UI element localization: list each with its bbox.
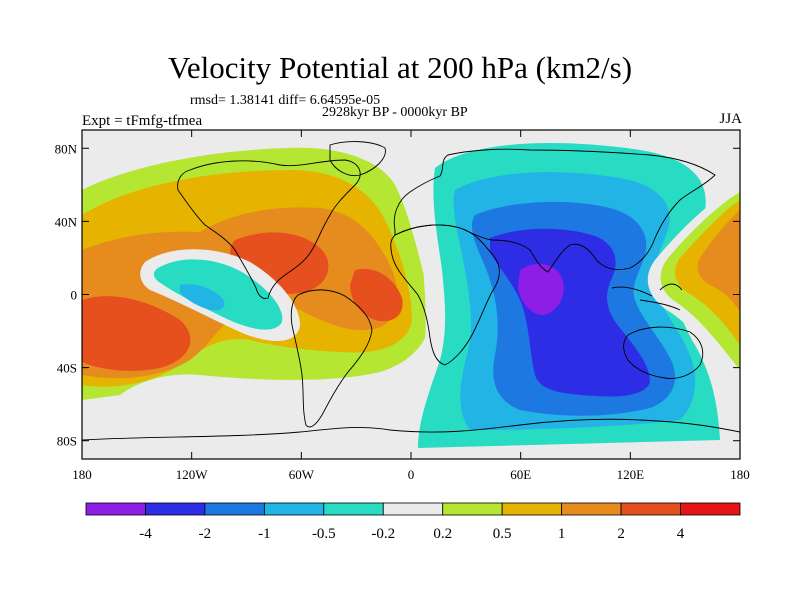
longitude-axis: 180 120W 60W 0 60E 120E 180 xyxy=(72,130,750,482)
coastline-antarctica xyxy=(82,418,740,441)
lon-tick-label: 120E xyxy=(617,467,645,482)
lon-tick-label: 180 xyxy=(730,467,750,482)
colorbar: -4 -2 -1 -0.5 -0.2 0.2 0.5 1 2 4 xyxy=(85,502,741,542)
contour-positive-strong xyxy=(697,210,740,312)
lat-tick-label: 0 xyxy=(71,288,78,303)
colorbar-swatch xyxy=(442,502,503,516)
coastline-maritime-continent xyxy=(611,283,683,311)
coastline-africa xyxy=(390,224,500,366)
colorbar-label: 1 xyxy=(558,526,566,542)
contour-negative-weak xyxy=(153,259,283,330)
colorbar-swatch xyxy=(382,502,444,516)
latitude-axis: 80N 40N 0 40S 80S xyxy=(55,141,740,449)
coastline-greenland xyxy=(329,141,386,177)
map-title: Velocity Potential at 200 hPa (km2/s) xyxy=(167,50,633,85)
colorbar-swatch xyxy=(620,502,681,516)
colorbar-label: -2 xyxy=(199,526,212,542)
contour-negative-mid xyxy=(180,284,225,311)
colorbar-swatch xyxy=(323,502,384,516)
colorbar-swatch xyxy=(680,502,741,516)
lon-tick-label: 60E xyxy=(510,467,531,482)
coastlines xyxy=(82,141,740,441)
colorbar-label: 0.5 xyxy=(493,526,512,542)
colorbar-swatch xyxy=(85,502,146,516)
colorbar-swatch xyxy=(145,502,206,516)
colorbar-label: 4 xyxy=(677,526,685,542)
colorbar-swatch xyxy=(561,502,622,516)
lon-tick-label: 0 xyxy=(408,467,415,482)
colorbar-swatch xyxy=(263,502,325,516)
lat-tick-label: 40S xyxy=(57,361,77,376)
contour-field xyxy=(82,130,740,459)
lon-tick-label: 60W xyxy=(289,467,315,482)
colorbar-label: -0.2 xyxy=(371,526,395,542)
contour-negative-max xyxy=(518,263,564,316)
coastline-australia xyxy=(623,326,704,379)
contour-positive-max xyxy=(350,268,403,322)
lat-tick-label: 80S xyxy=(57,434,77,449)
lat-tick-label: 80N xyxy=(55,141,78,156)
rmsd-label: rmsd= 1.38141 diff= 6.64595e-05 xyxy=(190,93,381,108)
lon-tick-label: 180 xyxy=(72,467,92,482)
colorbar-swatch xyxy=(501,502,563,516)
contour-positive-max xyxy=(82,296,191,371)
colorbar-label: -4 xyxy=(139,526,152,542)
colorbar-label: 0.2 xyxy=(433,526,452,542)
colorbar-label: -1 xyxy=(258,526,271,542)
colorbar-label: -0.5 xyxy=(312,526,336,542)
period-label: 2928kyr BP - 0000kyr BP xyxy=(322,105,468,120)
lat-tick-label: 40N xyxy=(55,214,78,229)
colorbar-label: 2 xyxy=(617,526,625,542)
colorbar-swatch xyxy=(204,502,265,516)
coastline-south-america xyxy=(290,289,373,428)
lon-tick-label: 120W xyxy=(176,467,209,482)
coastline-north-america xyxy=(177,159,361,299)
season-label: JJA xyxy=(719,111,742,127)
experiment-label: Expt = tFmfg-tfmea xyxy=(82,113,203,129)
coastline-eurasia xyxy=(393,148,716,273)
